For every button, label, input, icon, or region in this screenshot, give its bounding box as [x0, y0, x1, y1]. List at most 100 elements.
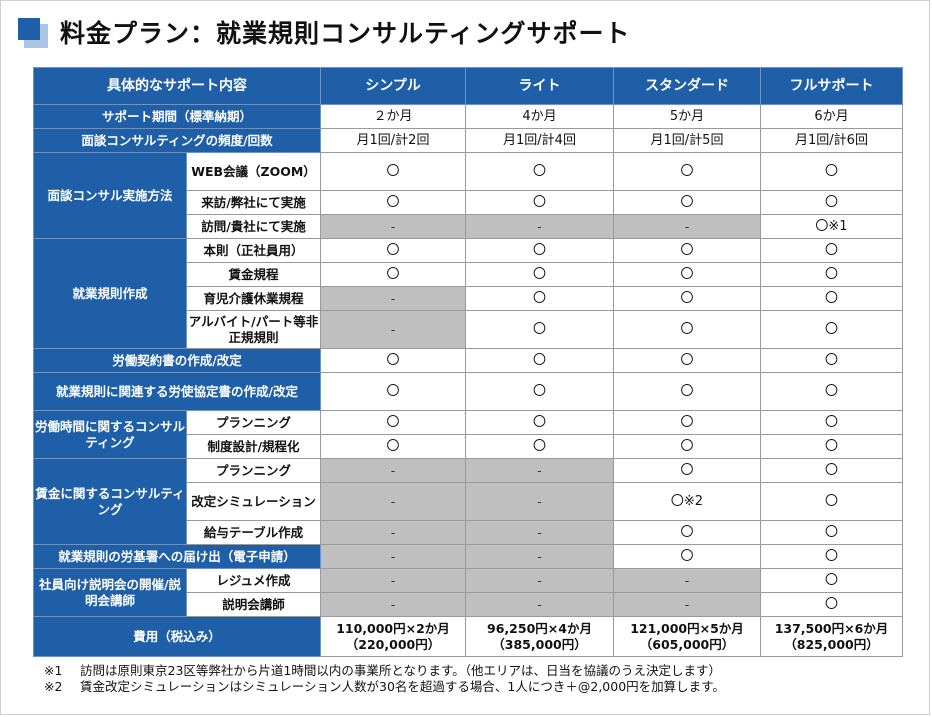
table-row: アルバイト/パート等非正規規則 - 〇 〇 〇 — [34, 310, 903, 349]
mark-cell: 〇 — [320, 238, 466, 263]
footnote: ※1 訪問は原則東京23区等弊社から片道1時間以内の事業所となります。（他エリアは… — [44, 663, 725, 679]
row-label-wages: 賃金に関するコンサルティング — [33, 458, 187, 545]
row-label-frequency: 面談コンサルティングの頻度/回数 — [33, 128, 321, 153]
table-row: 社員向け説明会の開催/説明会講師 レジュメ作成 - - - 〇 — [33, 568, 903, 617]
table-row: 育児介護休業規程 - 〇 〇 〇 — [34, 286, 903, 311]
mark-cell: 〇 — [760, 434, 903, 459]
mark-cell: 〇 — [613, 310, 761, 349]
sub-label-resume: レジュメ作成 — [186, 568, 321, 593]
mark-cell: 〇 — [613, 458, 761, 483]
sub-label-wage-rules: 賃金規程 — [186, 262, 321, 287]
table-row: 費用（税込み） 110,000円×2か月 （220,000円） 96,250円×4… — [33, 616, 903, 657]
square-icon — [18, 18, 48, 48]
sub-label-visit-you: 訪問/貴社にて実施 — [186, 214, 321, 239]
sub-label-childcare-rules: 育児介護休業規程 — [186, 286, 321, 311]
table-row: 改定シミュレーション - - 〇※2 〇 — [34, 482, 903, 521]
sub-label-wage-planning: プランニング — [186, 458, 321, 483]
unavailable-cell: - — [320, 214, 466, 239]
mark-cell: 〇 — [465, 372, 614, 411]
mark-cell: 〇 — [613, 410, 761, 435]
table-row: 賃金規程 〇 〇 〇 〇 — [34, 262, 903, 287]
sub-label-main-rules: 本則（正社員用） — [186, 238, 321, 263]
mark-cell: 〇 — [613, 238, 761, 263]
unavailable-cell: - — [465, 482, 614, 521]
mark-cell: 〇 — [465, 286, 614, 311]
mark-cell: 〇 — [613, 544, 761, 569]
mark-cell: 〇 — [613, 348, 761, 373]
footnote: ※2 賃金改定シミュレーションはシミュレーション人数が30名を超過する場合、1人に… — [44, 679, 725, 695]
cost-cell: 110,000円×2か月 （220,000円） — [320, 616, 466, 657]
cost-monthly: 137,500円×6か月 — [774, 620, 889, 636]
row-label-rules: 就業規則作成 — [33, 238, 187, 349]
mark-cell: 〇 — [760, 592, 903, 617]
mark-cell: 〇 — [760, 458, 903, 483]
mark-cell: 〇 — [613, 372, 761, 411]
mark-cell: 〇 — [613, 190, 761, 215]
mark-cell: 〇 — [613, 262, 761, 287]
mark-cell: 〇 — [465, 410, 614, 435]
mark-cell: 〇 — [320, 434, 466, 459]
mark-cell: 〇 — [465, 238, 614, 263]
frequency-cell: 月1回/計5回 — [613, 128, 761, 153]
sub-label-hours-planning: プランニング — [186, 410, 321, 435]
table-row: 給与テーブル作成 - - 〇 〇 — [34, 520, 903, 545]
header-plan-lite: ライト — [465, 67, 614, 105]
mark-cell: 〇 — [320, 348, 466, 373]
unavailable-cell: - — [613, 214, 761, 239]
mark-cell: 〇 — [760, 310, 903, 349]
table-row: 賃金に関するコンサルティング プランニング - - 〇 〇 — [33, 458, 903, 545]
table-row: 労働契約書の作成/改定 〇 〇 〇 〇 — [33, 348, 903, 373]
mark-cell: 〇 — [613, 286, 761, 311]
table-row: 制度設計/規程化 〇 〇 〇 〇 — [34, 434, 903, 459]
mark-cell: 〇 — [465, 348, 614, 373]
sub-label-parttime-rules: アルバイト/パート等非正規規則 — [186, 310, 321, 349]
cost-total: （605,000円） — [639, 636, 735, 652]
mark-cell: 〇 — [760, 568, 903, 593]
sub-label-lecturer: 説明会講師 — [186, 592, 321, 617]
cost-monthly: 121,000円×5か月 — [630, 620, 744, 636]
table-row: 就業規則の労基署への届け出（電子申請） - - 〇 〇 — [33, 544, 903, 569]
header-category: 具体的なサポート内容 — [33, 67, 321, 105]
sub-label-wage-simulation: 改定シミュレーション — [186, 482, 321, 521]
mark-cell: 〇 — [760, 190, 903, 215]
mark-cell: 〇 — [465, 310, 614, 349]
unavailable-cell: - — [613, 568, 761, 593]
cost-monthly: 110,000円×2か月 — [336, 620, 450, 636]
row-label-briefing: 社員向け説明会の開催/説明会講師 — [33, 568, 187, 617]
sub-label-hours-design: 制度設計/規程化 — [186, 434, 321, 459]
frequency-cell: 月1回/計2回 — [320, 128, 466, 153]
header-plan-simple: シンプル — [320, 67, 466, 105]
unavailable-cell: - — [320, 310, 466, 349]
row-label-filing: 就業規則の労基署への届け出（電子申請） — [33, 544, 321, 569]
cost-cell: 96,250円×4か月 （385,000円） — [465, 616, 614, 657]
unavailable-cell: - — [613, 592, 761, 617]
footnote-text: 訪問は原則東京23区等弊社から片道1時間以内の事業所となります。（他エリアは、日… — [80, 663, 721, 678]
mark-cell: 〇 — [760, 152, 903, 191]
unavailable-cell: - — [465, 520, 614, 545]
pricing-table: 具体的なサポート内容 シンプル ライト スタンダード フルサポート サポート期間… — [33, 67, 903, 657]
unavailable-cell: - — [465, 544, 614, 569]
row-label-method: 面談コンサル実施方法 — [33, 152, 187, 239]
unavailable-cell: - — [320, 592, 466, 617]
cost-total: （825,000円） — [784, 636, 879, 652]
sub-label-salary-table: 給与テーブル作成 — [186, 520, 321, 545]
unavailable-cell: - — [320, 520, 466, 545]
mark-cell: 〇 — [320, 410, 466, 435]
mark-cell: 〇 — [760, 482, 903, 521]
cost-total: （220,000円） — [345, 636, 441, 652]
period-cell: ２か月 — [320, 104, 466, 129]
unavailable-cell: - — [320, 286, 466, 311]
sub-label-web: WEB会議（ZOOM） — [186, 152, 321, 191]
mark-cell: 〇 — [320, 190, 466, 215]
mark-cell: 〇 — [613, 152, 761, 191]
table-row: 就業規則作成 本則（正社員用） 〇 〇 〇 〇 — [33, 238, 903, 349]
mark-cell: 〇 — [760, 348, 903, 373]
mark-cell: 〇 — [320, 372, 466, 411]
unavailable-cell: - — [465, 458, 614, 483]
mark-cell: 〇 — [760, 544, 903, 569]
table-row: 就業規則に関連する労使協定書の作成/改定 〇 〇 〇 〇 — [33, 372, 903, 411]
mark-cell: 〇 — [760, 262, 903, 287]
unavailable-cell: - — [465, 592, 614, 617]
mark-cell: 〇 — [760, 372, 903, 411]
